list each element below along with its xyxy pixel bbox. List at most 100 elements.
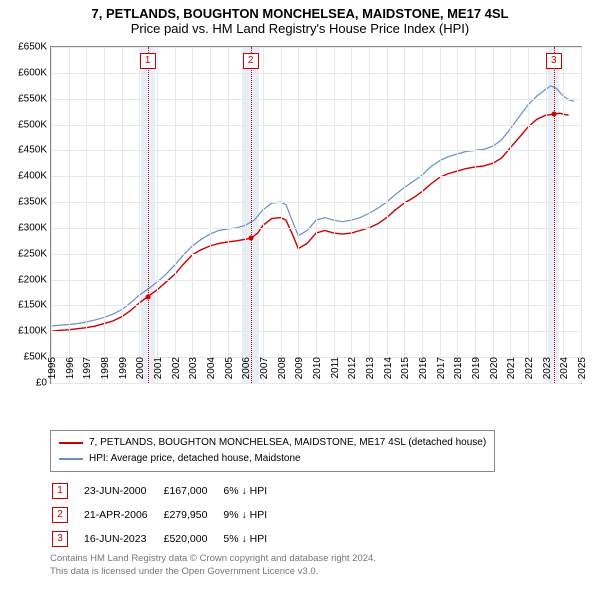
sale-number-box: 3 — [546, 53, 562, 69]
gridline-v — [546, 47, 547, 383]
x-axis-label: 2008 — [277, 357, 288, 387]
legend-row-hpi: HPI: Average price, detached house, Maid… — [59, 451, 486, 467]
x-axis-label: 2001 — [153, 357, 164, 387]
y-axis-label: £250K — [18, 248, 51, 259]
y-axis-label: £600K — [18, 67, 51, 78]
x-axis-label: 2014 — [383, 357, 394, 387]
x-axis-label: 2010 — [312, 357, 323, 387]
legend-swatch-property — [59, 442, 83, 444]
x-axis-label: 2022 — [524, 357, 535, 387]
sale-num-cell: 3 — [52, 528, 82, 550]
chart-title-line2: Price paid vs. HM Land Registry's House … — [0, 21, 600, 40]
sale-point-marker — [248, 236, 253, 241]
x-axis-label: 1999 — [118, 357, 129, 387]
gridline-v — [351, 47, 352, 383]
sale-date-cell: 23-JUN-2000 — [84, 480, 162, 502]
gridline-v — [457, 47, 458, 383]
sale-point-marker — [551, 112, 556, 117]
y-axis-label: £650K — [18, 42, 51, 53]
gridline-v — [387, 47, 388, 383]
gridline-v — [563, 47, 564, 383]
gridline-v — [69, 47, 70, 383]
x-axis-label: 2019 — [471, 357, 482, 387]
x-axis-label: 2009 — [294, 357, 305, 387]
gridline-v — [86, 47, 87, 383]
sale-num-cell: 1 — [52, 480, 82, 502]
sale-number-box: 2 — [243, 53, 259, 69]
sale-delta-cell: 6% ↓ HPI — [223, 480, 281, 502]
y-axis-label: £350K — [18, 197, 51, 208]
x-axis-label: 2013 — [365, 357, 376, 387]
chart-container: 7, PETLANDS, BOUGHTON MONCHELSEA, MAIDST… — [0, 0, 600, 590]
sale-price-cell: £520,000 — [164, 528, 222, 550]
gridline-v — [245, 47, 246, 383]
sale-dotted-line — [148, 47, 149, 383]
sales-table-row: 2 21-APR-2006£279,9509% ↓ HPI — [52, 504, 281, 526]
legend-row-property: 7, PETLANDS, BOUGHTON MONCHELSEA, MAIDST… — [59, 435, 486, 451]
legend-box: 7, PETLANDS, BOUGHTON MONCHELSEA, MAIDST… — [50, 430, 495, 472]
plot-area: £0£50K£100K£150K£200K£250K£300K£350K£400… — [50, 46, 582, 384]
footer: Contains HM Land Registry data © Crown c… — [50, 552, 376, 578]
gridline-v — [422, 47, 423, 383]
sale-point-marker — [145, 294, 150, 299]
gridline-v — [493, 47, 494, 383]
gridline-v — [192, 47, 193, 383]
x-axis-label: 2021 — [506, 357, 517, 387]
legend-label-property: 7, PETLANDS, BOUGHTON MONCHELSEA, MAIDST… — [89, 435, 486, 451]
x-axis-label: 2024 — [559, 357, 570, 387]
x-axis-label: 1996 — [65, 357, 76, 387]
x-axis-label: 2011 — [330, 357, 341, 387]
sale-price-cell: £167,000 — [164, 480, 222, 502]
gridline-v — [316, 47, 317, 383]
x-axis-label: 2003 — [188, 357, 199, 387]
sale-dotted-line — [251, 47, 252, 383]
sale-date-cell: 16-JUN-2023 — [84, 528, 162, 550]
gridline-v — [475, 47, 476, 383]
footer-line2: This data is licensed under the Open Gov… — [50, 565, 376, 578]
x-axis-label: 2012 — [347, 357, 358, 387]
x-axis-label: 2020 — [489, 357, 500, 387]
gridline-v — [51, 47, 52, 383]
sales-table-row: 3 16-JUN-2023£520,0005% ↓ HPI — [52, 528, 281, 550]
gridline-v — [404, 47, 405, 383]
gridline-v — [210, 47, 211, 383]
y-axis-label: £450K — [18, 145, 51, 156]
sale-num-box: 2 — [52, 507, 68, 523]
y-axis-label: £300K — [18, 222, 51, 233]
gridline-v — [298, 47, 299, 383]
sale-num-box: 3 — [52, 531, 68, 547]
sale-delta-cell: 9% ↓ HPI — [223, 504, 281, 526]
legend: 7, PETLANDS, BOUGHTON MONCHELSEA, MAIDST… — [50, 430, 495, 472]
chart-title-line1: 7, PETLANDS, BOUGHTON MONCHELSEA, MAIDST… — [0, 0, 600, 21]
x-axis-label: 2018 — [453, 357, 464, 387]
gridline-v — [528, 47, 529, 383]
y-axis-label: £150K — [18, 300, 51, 311]
x-axis-label: 2023 — [542, 357, 553, 387]
x-axis-label: 2015 — [400, 357, 411, 387]
series-hpi — [51, 86, 574, 326]
x-axis-label: 1995 — [47, 357, 58, 387]
y-axis-label: £100K — [18, 326, 51, 337]
sale-number-box: 1 — [140, 53, 156, 69]
gridline-v — [581, 47, 582, 383]
x-axis-label: 1997 — [82, 357, 93, 387]
x-axis-label: 2000 — [135, 357, 146, 387]
gridline-v — [104, 47, 105, 383]
gridline-v — [228, 47, 229, 383]
x-axis-label: 2025 — [577, 357, 588, 387]
x-axis-label: 2002 — [171, 357, 182, 387]
gridline-v — [369, 47, 370, 383]
gridline-v — [122, 47, 123, 383]
gridline-v — [281, 47, 282, 383]
sale-dotted-line — [554, 47, 555, 383]
footer-line1: Contains HM Land Registry data © Crown c… — [50, 552, 376, 565]
sale-date-cell: 21-APR-2006 — [84, 504, 162, 526]
gridline-v — [440, 47, 441, 383]
sales-table-row: 123-JUN-2000£167,0006% ↓ HPI — [52, 480, 281, 502]
y-axis-label: £200K — [18, 274, 51, 285]
sale-price-cell: £279,950 — [164, 504, 222, 526]
y-axis-label: £550K — [18, 93, 51, 104]
legend-label-hpi: HPI: Average price, detached house, Maid… — [89, 451, 301, 467]
sale-delta-cell: 5% ↓ HPI — [223, 528, 281, 550]
sales-table: 123-JUN-2000£167,0006% ↓ HPI 2 21-APR-2006… — [50, 478, 283, 552]
